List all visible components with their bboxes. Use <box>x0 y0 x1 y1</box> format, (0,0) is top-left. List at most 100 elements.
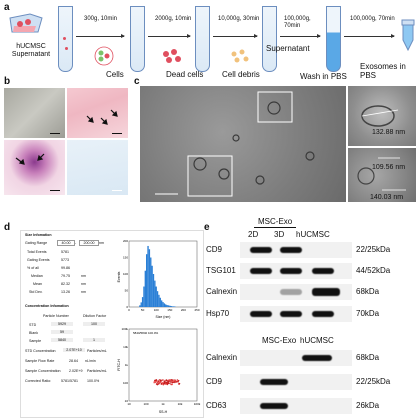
panel-label-e: e <box>204 222 210 233</box>
ratio-label: Corrected Ratio: <box>25 379 52 383</box>
tem-zoom-1 <box>348 86 416 146</box>
hist-bar <box>139 305 141 307</box>
scatter-point <box>176 379 179 382</box>
stat-value: 5781 <box>61 250 69 254</box>
conc-title: Concentration Infomation <box>25 304 69 308</box>
scatter-point <box>167 382 169 384</box>
hist-ytick: 100 <box>123 272 128 276</box>
scatter-xlabel: SS-H <box>159 410 168 414</box>
scatter-ytick: 100k <box>121 327 128 331</box>
stat-unit: nm <box>81 274 86 278</box>
tube-source <box>58 6 73 72</box>
protein-label: CD9 <box>206 377 223 386</box>
scatter-ytick: 1k <box>125 363 129 367</box>
protein-label: CD9 <box>206 245 223 254</box>
wash-label: Wash in PBS <box>300 72 347 81</box>
conc-row-value: 5929 <box>51 322 73 327</box>
scale-bar <box>50 190 60 191</box>
arrow-3 <box>213 34 258 38</box>
tube-dead-cells <box>195 6 210 72</box>
scatter-point <box>155 379 158 381</box>
scatter-ytick: 10k <box>123 345 128 349</box>
scatter-point <box>178 382 181 385</box>
scatter-point <box>169 379 171 381</box>
scatter-ytick: 10 <box>125 399 129 403</box>
panel-label-a: a <box>4 2 10 13</box>
histology-image-3 <box>4 140 65 195</box>
conc-row-value: 5840 <box>51 338 73 343</box>
hist-ytick: 150 <box>123 256 128 260</box>
ratio-percent: 100.0% <box>87 379 100 383</box>
std-conc-unit: Particles/mL <box>87 349 107 353</box>
conc-header-particle: Particle Number <box>43 314 69 318</box>
scatter-point <box>157 383 160 385</box>
hist-bar <box>160 300 163 307</box>
hist-xtick: 50 <box>141 308 145 312</box>
cells-pellet-icon <box>94 46 114 66</box>
arrow-2 <box>148 34 191 38</box>
hist-bar <box>141 297 144 307</box>
protein-label: Calnexin <box>206 287 238 296</box>
conc-row-factor: 100 <box>83 322 105 327</box>
flow-value: 28.64 <box>69 359 78 363</box>
hist-bar <box>167 305 170 307</box>
ratio-value: 5781/5781 <box>61 379 78 383</box>
conc-row-label: Sample <box>29 339 42 343</box>
lane-label-msc-exo: MSC-Exo <box>262 336 297 345</box>
hist-bar <box>147 245 149 307</box>
scatter-point <box>158 381 160 383</box>
stat-value: 13.26 <box>61 290 70 294</box>
gating-min: 40.00 <box>57 240 75 247</box>
hist-bar <box>170 306 172 307</box>
gating-max: 200.00 <box>79 240 99 247</box>
kda-label: 68kDa <box>356 353 380 362</box>
hist-ytick: 0 <box>126 305 128 309</box>
scale-bar <box>50 133 60 134</box>
stat-label: Median <box>31 274 43 278</box>
stat-label: Gating Events <box>27 258 50 262</box>
hist-xtick: 100 <box>154 308 159 312</box>
scatter-annotation: 5840/5840 100.0% <box>133 331 159 335</box>
std-conc-label: STD Concentration <box>25 349 56 353</box>
lane-label-hucmsc-2: hUCMSC <box>300 336 334 345</box>
hist-bar <box>173 306 175 307</box>
panel-label-c: c <box>134 76 140 87</box>
stat-value: 5773 <box>61 258 69 262</box>
scatter-xtick: 1k <box>161 402 165 406</box>
exosome-vial-icon <box>401 19 415 52</box>
lane-label-3d: 3D <box>274 230 285 239</box>
conc-row-label: Blank <box>29 331 38 335</box>
scatter-point <box>170 379 172 381</box>
scatter-point <box>170 381 172 383</box>
scatter-xtick: 100k <box>194 402 201 406</box>
hist-xlabel: Size (nm) <box>156 315 171 319</box>
scatter-point <box>174 380 176 382</box>
sample-conc-label: Sample Concentration <box>25 369 61 373</box>
flow-unit: nL/min <box>85 359 96 363</box>
scale-bar <box>112 133 122 134</box>
stat-value: 99.86 <box>61 266 70 270</box>
scatter-ylabel: FITC-H <box>117 359 121 371</box>
group-label-msc-exo: MSC-Exo <box>258 217 293 226</box>
tube-wash <box>326 6 341 72</box>
hist-bar <box>155 286 157 307</box>
hist-xtick: 200 <box>181 308 186 312</box>
kda-label: 44/52kDa <box>356 266 391 275</box>
scatter-xtick: 100 <box>143 402 148 406</box>
protein-label: CD63 <box>206 401 227 410</box>
scatter-point <box>166 383 168 386</box>
stat-label: Std Dev. <box>29 290 43 294</box>
kda-label: 70kDa <box>356 309 380 318</box>
tem-measure-3: 140.03 nm <box>370 194 404 201</box>
conc-row-factor: 1 <box>83 338 105 343</box>
scatter-point <box>159 379 162 381</box>
stat-unit: nm <box>81 282 86 286</box>
histology-image-2 <box>67 88 128 138</box>
stat-value: 79.75 <box>61 274 70 278</box>
scatter-point <box>171 381 173 384</box>
cells-label: Cells <box>106 70 124 79</box>
conc-row-value: 59 <box>51 330 73 335</box>
sample-conc-unit: Particles/mL <box>87 369 107 373</box>
hist-bar <box>156 291 159 307</box>
step-cond-4: 100,000g, 70min <box>284 16 311 29</box>
